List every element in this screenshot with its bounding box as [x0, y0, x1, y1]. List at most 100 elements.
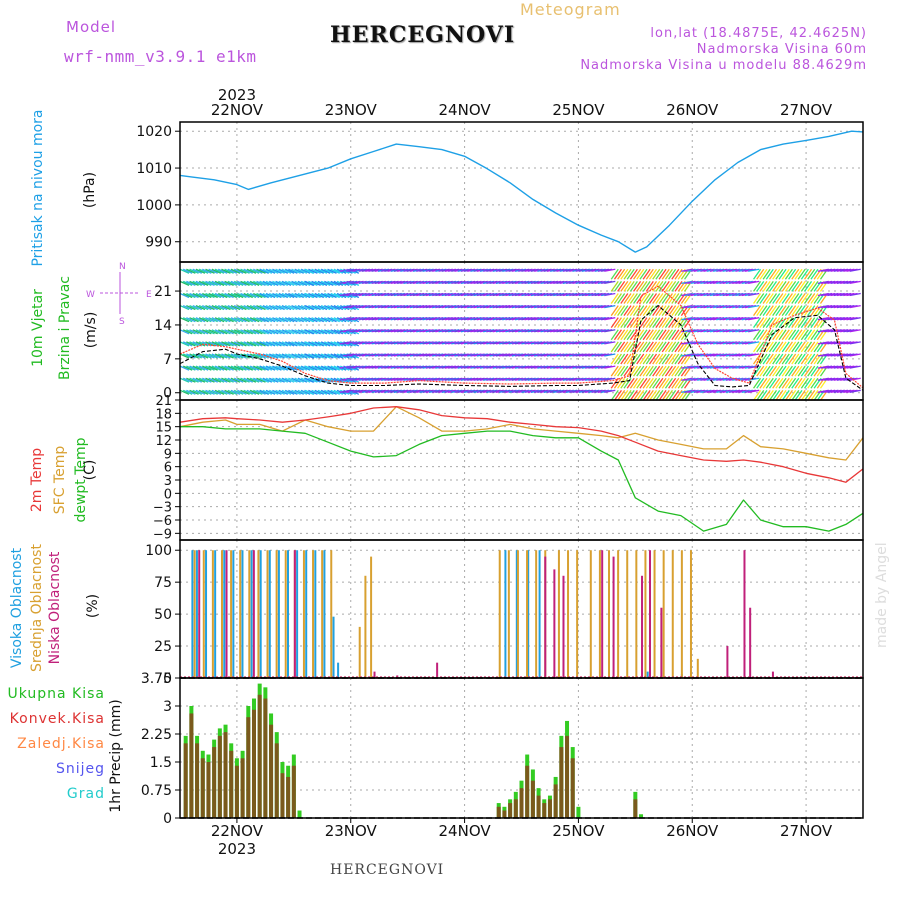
wind-arrow [772, 268, 781, 280]
wind-arrow [797, 317, 806, 329]
wind-arrow [265, 389, 276, 395]
wind-arrow [317, 341, 328, 347]
wind-arrow [300, 365, 311, 371]
wind-arrow [284, 317, 295, 323]
wind-arrow [753, 305, 762, 316]
wind-arrow [179, 341, 190, 347]
wind-arrow [208, 377, 218, 383]
wind-arrow [311, 329, 321, 335]
wind-arrow [208, 341, 218, 347]
wind-arrow [668, 341, 677, 353]
wind-arrow [645, 268, 654, 280]
y-tick-label: 12 [155, 434, 172, 449]
wind-arrow [224, 329, 234, 335]
wind-arrow [214, 268, 225, 274]
wind-arrow [253, 389, 263, 395]
wind-arrow [772, 353, 781, 365]
precip-convective-bar [229, 750, 234, 818]
top-day-label: 23NOV [325, 101, 378, 119]
wind-arrow [791, 268, 800, 280]
wind-arrow [775, 268, 784, 280]
wind-arrow [620, 389, 629, 401]
wind-arrow [317, 304, 328, 311]
wind-arrow [648, 317, 658, 329]
wind-arrow [275, 317, 285, 323]
wind-arrow [186, 304, 196, 311]
wind-arrow [775, 341, 784, 353]
wind-arrow [262, 304, 273, 311]
wind-arrow [772, 365, 781, 377]
wind-arrow [810, 293, 819, 304]
wind-arrow [791, 293, 800, 304]
cloud-bar [538, 550, 541, 678]
wind-arrow [268, 389, 279, 395]
wind-arrow [278, 353, 289, 359]
wind-arrow [324, 353, 334, 359]
wind-arrow [849, 329, 861, 333]
wind-arrow [642, 389, 651, 401]
wind-arrow [237, 377, 247, 383]
precip-convective-bar [234, 765, 239, 818]
wind-arrow [772, 341, 781, 353]
wind-arrow [233, 329, 244, 335]
wind-arrow [268, 280, 279, 286]
y-tick-label: 0 [163, 811, 172, 827]
wind-arrow [311, 268, 321, 274]
wind-arrow [300, 317, 311, 323]
wind-arrow [781, 377, 790, 389]
wind-arrow [759, 341, 768, 353]
wind-arrow [784, 341, 793, 353]
wind-arrow [243, 389, 254, 395]
wind-arrow [655, 377, 664, 389]
wind-arrow [626, 377, 635, 389]
wind-arrow [623, 341, 632, 353]
wind-arrow [797, 365, 806, 377]
cloud-bar [680, 550, 683, 678]
wind-arrow [297, 304, 308, 311]
wind-arrow [233, 280, 244, 286]
wind-arrow [330, 317, 340, 323]
precip-convective-bar [183, 743, 188, 818]
wind-arrow [221, 280, 231, 286]
wind-arrow [202, 329, 212, 335]
wind-arrow [320, 317, 331, 323]
wind-arrow [620, 341, 629, 353]
compass-icon: N S W E [84, 260, 154, 327]
wind-arrow [205, 389, 215, 395]
wind-arrow [791, 305, 800, 316]
wind-arrow [636, 365, 645, 377]
wind-arrow [613, 317, 622, 329]
wind-arrow [333, 365, 344, 371]
precip-convective-bar [508, 803, 513, 818]
wind-arrow [205, 292, 215, 299]
cloud-bar [598, 550, 601, 678]
wind-arrow [217, 329, 228, 335]
wind-arrow [639, 377, 648, 389]
wind-arrow [636, 353, 645, 365]
wind-arrow [810, 317, 819, 329]
wind-arrow [604, 341, 616, 345]
wind-arrow [291, 353, 301, 359]
cloud-bar [205, 550, 208, 678]
wind-arrow [804, 341, 813, 353]
wind-arrow [314, 329, 325, 335]
wind-arrow [664, 305, 673, 316]
wind-arrow [765, 305, 774, 316]
wind-arrow [311, 280, 321, 286]
wind-arrow [664, 317, 673, 329]
wind-arrow [230, 317, 241, 323]
model-altitude-label: Nadmorska Visina u modelu 88.4629m [580, 58, 867, 73]
wind-arrow [849, 341, 861, 345]
wind-arrow [788, 317, 797, 329]
wind-arrow [623, 305, 632, 316]
wind-arrow [788, 268, 797, 280]
cloud-bar [193, 550, 196, 678]
wind-arrow [800, 353, 809, 365]
wind-arrow [278, 389, 289, 395]
wind-arrow [674, 268, 683, 280]
y-tick-label: 75 [154, 575, 172, 591]
wind-arrow [324, 268, 334, 274]
wind-arrow [791, 341, 800, 353]
wind-arrow [224, 377, 234, 383]
cloud-bar [211, 550, 214, 678]
